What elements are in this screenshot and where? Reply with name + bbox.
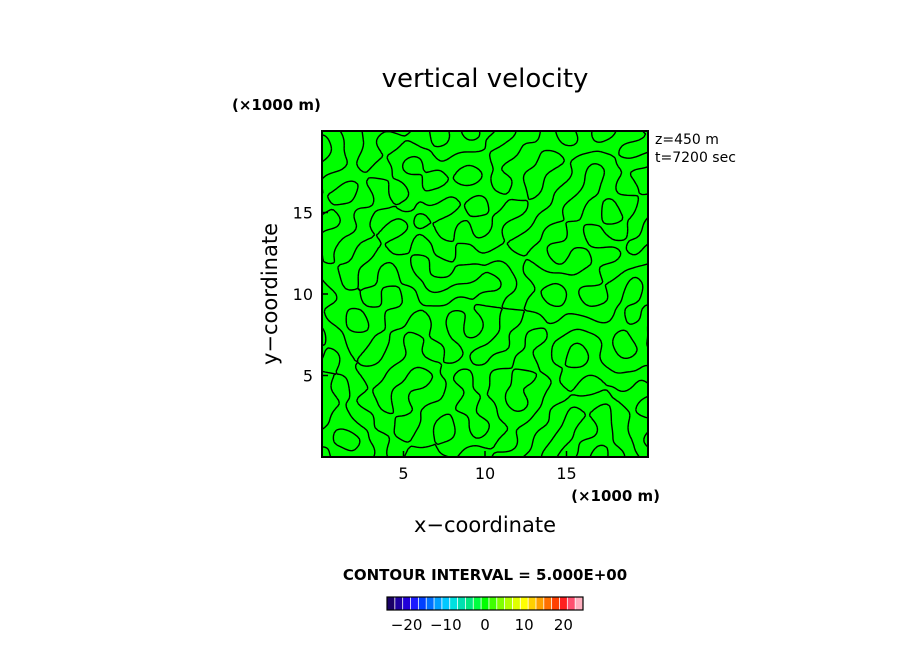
colorbar-swatch xyxy=(575,597,584,610)
chart-title: vertical velocity xyxy=(382,64,589,94)
y-axis-title: y−coordinate xyxy=(258,223,282,365)
colorbar xyxy=(386,596,584,611)
colorbar-tick-labels: −20 −10 0 10 20 xyxy=(391,616,573,634)
colorbar-swatch xyxy=(387,597,396,610)
colorbar-swatch xyxy=(457,597,466,610)
colorbar-tick-label: 20 xyxy=(554,616,573,634)
colorbar-swatch xyxy=(481,597,490,610)
colorbar-tick-label: −20 xyxy=(391,616,423,634)
y-tick-label: 10 xyxy=(293,285,313,304)
contour-lines xyxy=(321,130,649,458)
colorbar-swatch xyxy=(504,597,513,610)
height-annotation: z=450 m xyxy=(655,132,719,148)
colorbar-swatch xyxy=(559,597,568,610)
colorbar-swatch xyxy=(520,597,529,610)
y-tick-label: 15 xyxy=(293,204,313,223)
colorbar-swatch xyxy=(434,597,443,610)
colorbar-swatch xyxy=(410,597,419,610)
colorbar-swatch xyxy=(394,597,403,610)
colorbar-swatch xyxy=(512,597,521,610)
colorbar-swatch xyxy=(567,597,576,610)
y-tick-label: 5 xyxy=(303,367,313,386)
velocity-field-fill xyxy=(322,131,648,457)
colorbar-frame xyxy=(386,596,584,611)
colorbar-swatch xyxy=(551,597,560,610)
axis-ticks: 5 10 15 5 10 15 xyxy=(293,204,577,484)
time-annotation: t=7200 sec xyxy=(655,150,736,166)
colorbar-swatch xyxy=(543,597,552,610)
contour-interval-label: CONTOUR INTERVAL = 5.000E+00 xyxy=(343,566,627,584)
colorbar-swatch xyxy=(426,597,435,610)
colorbar-swatch xyxy=(441,597,451,610)
zero-contour-path xyxy=(321,130,649,458)
colorbar-swatch xyxy=(528,597,537,610)
plot-area: 5 10 15 5 10 15 xyxy=(293,130,649,484)
y-unit-label: (×1000 m) xyxy=(232,96,321,114)
colorbar-swatch xyxy=(449,597,458,610)
colorbar-swatch xyxy=(496,597,505,610)
x-tick-label: 15 xyxy=(556,464,576,483)
x-tick-label: 10 xyxy=(475,464,495,483)
colorbar-tick-label: −10 xyxy=(430,616,462,634)
colorbar-tick-label: 10 xyxy=(515,616,534,634)
colorbar-swatch xyxy=(535,597,545,610)
colorbar-swatch xyxy=(488,597,498,610)
colorbar-swatch xyxy=(402,597,411,610)
colorbar-swatch xyxy=(473,597,482,610)
colorbar-swatch xyxy=(418,597,427,610)
x-unit-label: (×1000 m) xyxy=(571,487,660,505)
colorbar-tick-label: 0 xyxy=(480,616,490,634)
colorbar-swatch xyxy=(465,597,474,610)
x-axis-title: x−coordinate xyxy=(414,513,556,537)
x-tick-label: 5 xyxy=(398,464,408,483)
